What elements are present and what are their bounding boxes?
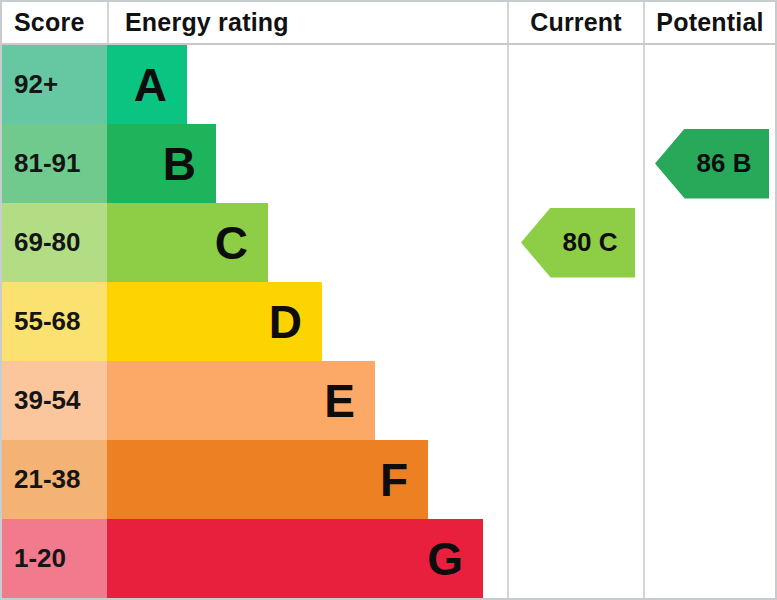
potential-arrow-label: 86 B: [697, 148, 752, 179]
current-arrow-label: 80 C: [563, 227, 618, 258]
band-row-g: 1-20 G: [2, 519, 775, 598]
band-row-e: 39-54 E: [2, 361, 775, 440]
current-cell: [507, 282, 643, 361]
header-current: Current: [507, 2, 643, 43]
rating-bar-cell: F: [107, 440, 507, 519]
rating-bar-b: B: [107, 124, 216, 203]
header-energy-rating: Energy rating: [107, 2, 507, 43]
current-arrow: 80 C: [521, 208, 635, 278]
band-row-a: 92+ A: [2, 45, 775, 124]
rating-bar-cell: D: [107, 282, 507, 361]
band-letter: C: [215, 220, 248, 266]
rating-bar-cell: E: [107, 361, 507, 440]
band-row-c: 69-80 C 80 C: [2, 203, 775, 282]
score-range: 81-91: [2, 124, 107, 203]
potential-arrow: 86 B: [655, 129, 769, 199]
rating-bar-a: A: [107, 45, 187, 124]
current-cell: [507, 45, 643, 124]
rating-bar-d: D: [107, 282, 322, 361]
rating-bar-cell: G: [107, 519, 507, 598]
rating-bar-cell: A: [107, 45, 507, 124]
header-row: Score Energy rating Current Potential: [2, 2, 775, 45]
band-row-b: 81-91 B 86 B: [2, 124, 775, 203]
score-range: 1-20: [2, 519, 107, 598]
band-rows: 92+ A 81-91 B 86 B 69-80 C 80 C 55-68 D 39-54 E 21-3…: [2, 45, 775, 598]
score-range: 55-68: [2, 282, 107, 361]
potential-cell: [643, 519, 775, 598]
score-range: 92+: [2, 45, 107, 124]
band-row-d: 55-68 D: [2, 282, 775, 361]
rating-bar-f: F: [107, 440, 428, 519]
rating-bar-g: G: [107, 519, 483, 598]
current-cell: [507, 124, 643, 203]
rating-bar-cell: B: [107, 124, 507, 203]
band-letter: G: [427, 536, 463, 582]
rating-bar-e: E: [107, 361, 375, 440]
rating-bar-c: C: [107, 203, 268, 282]
score-range: 39-54: [2, 361, 107, 440]
band-letter: E: [324, 378, 355, 424]
score-range: 21-38: [2, 440, 107, 519]
potential-cell: [643, 45, 775, 124]
band-row-f: 21-38 F: [2, 440, 775, 519]
band-letter: D: [269, 299, 302, 345]
score-range: 69-80: [2, 203, 107, 282]
potential-cell: 86 B: [643, 124, 775, 203]
rating-bar-cell: C: [107, 203, 507, 282]
potential-cell: [643, 440, 775, 519]
header-score: Score: [2, 2, 107, 43]
header-potential: Potential: [643, 2, 775, 43]
current-cell: [507, 361, 643, 440]
current-cell: [507, 440, 643, 519]
current-cell: 80 C: [507, 203, 643, 282]
potential-cell: [643, 361, 775, 440]
band-letter: A: [134, 62, 167, 108]
current-cell: [507, 519, 643, 598]
potential-cell: [643, 282, 775, 361]
band-letter: F: [380, 457, 408, 503]
potential-cell: [643, 203, 775, 282]
epc-chart: Score Energy rating Current Potential 92…: [0, 0, 777, 600]
band-letter: B: [163, 141, 196, 187]
